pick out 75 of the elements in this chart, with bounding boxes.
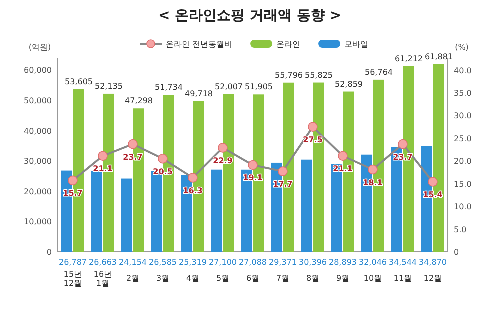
data-label: 55,825 [305, 70, 333, 80]
data-label: 25,319 [179, 258, 207, 267]
x-tick-label: 7월 [276, 274, 290, 283]
legend-label: 온라인 전년동월비 [166, 40, 233, 49]
x-tick-label: 15년 12월 [64, 270, 82, 288]
x-tick-label: 11월 [394, 274, 412, 283]
data-label: 15.7 [63, 189, 83, 198]
y-axis-title: (억원) [28, 43, 52, 52]
y2-tick-label: 40.0 [454, 66, 472, 76]
data-label: 26,663 [89, 258, 117, 267]
data-label: 30,396 [299, 258, 327, 267]
data-label: 18.1 [363, 178, 384, 188]
x-tick-label: 9월 [336, 274, 350, 283]
y-tick-label: 50,000 [24, 96, 52, 106]
legend-label: 온라인 [276, 40, 301, 49]
x-tick-label: 4월 [186, 274, 200, 283]
data-label: 61,881 [425, 52, 453, 62]
data-label: 51,734 [155, 83, 183, 92]
y2-tick-label: 20.0 [454, 157, 472, 166]
x-tick-label: 5월 [216, 274, 230, 283]
data-label: 32,046 [359, 258, 387, 267]
data-label: 56,764 [365, 68, 393, 77]
bar [212, 170, 222, 252]
legend-label: 모바일 [344, 40, 369, 49]
data-label: 20.5 [153, 167, 174, 176]
data-label: 17.7 [273, 180, 293, 190]
data-label: 27,088 [239, 258, 267, 267]
data-label: 61,212 [395, 54, 423, 64]
data-label: 55,796 [275, 70, 303, 80]
data-label: 34,544 [389, 258, 417, 267]
data-label: 26,787 [59, 258, 87, 267]
chart-title: < 온라인쇼핑 거래액 동향 > [158, 8, 342, 24]
x-tick-label: 6월 [246, 274, 260, 283]
data-label: 52,859 [335, 80, 363, 89]
x-tick-label: 16년 1월 [94, 270, 112, 288]
y2-tick-label: 15.0 [454, 180, 472, 189]
data-label: 51,905 [245, 82, 273, 92]
y2-tick-label: 30.0 [454, 112, 472, 121]
x-tick-label: 8월 [306, 274, 320, 283]
data-label: 15.4 [423, 190, 444, 200]
data-label: 47,298 [125, 96, 153, 106]
data-label: 23.7 [393, 152, 413, 162]
data-label: 52,007 [215, 82, 243, 92]
data-label: 29,371 [269, 258, 297, 267]
data-label: 53,605 [65, 78, 93, 87]
y-tick-label: 10,000 [24, 218, 52, 227]
data-label: 27,100 [209, 258, 237, 267]
y-tick-label: 60,000 [24, 66, 52, 76]
data-label: 52,135 [95, 82, 123, 91]
y2-tick-label: 25.0 [454, 134, 472, 144]
data-label: 19.1 [243, 174, 264, 183]
data-label: 26,585 [149, 258, 177, 267]
x-tick-label: 3월 [156, 274, 170, 283]
y2-tick-label: 10.0 [454, 202, 472, 212]
x-tick-label: 2월 [126, 274, 140, 283]
data-label: 28,893 [329, 258, 357, 267]
data-label: 21.1 [93, 164, 114, 174]
x-tick-label: 12월 [424, 274, 442, 283]
y-tick-label: 20,000 [24, 187, 52, 196]
y2-axis-title: (%) [455, 43, 469, 52]
bar [92, 171, 102, 252]
y-tick-label: 0 [46, 248, 52, 257]
y2-tick-label: 0 [454, 248, 460, 257]
y2-tick-label: 5.0 [454, 225, 467, 234]
bar [122, 178, 132, 252]
data-label: 49,718 [185, 89, 213, 98]
data-label: 16.3 [183, 186, 203, 196]
y-tick-label: 30,000 [24, 157, 52, 166]
data-label: 21.1 [333, 164, 354, 174]
y-tick-label: 40,000 [24, 126, 52, 136]
bar [302, 160, 312, 252]
data-label: 34,870 [419, 258, 447, 267]
y2-tick-label: 35.0 [454, 88, 472, 98]
data-label: 24,154 [119, 258, 147, 267]
x-tick-label: 10월 [364, 274, 382, 283]
